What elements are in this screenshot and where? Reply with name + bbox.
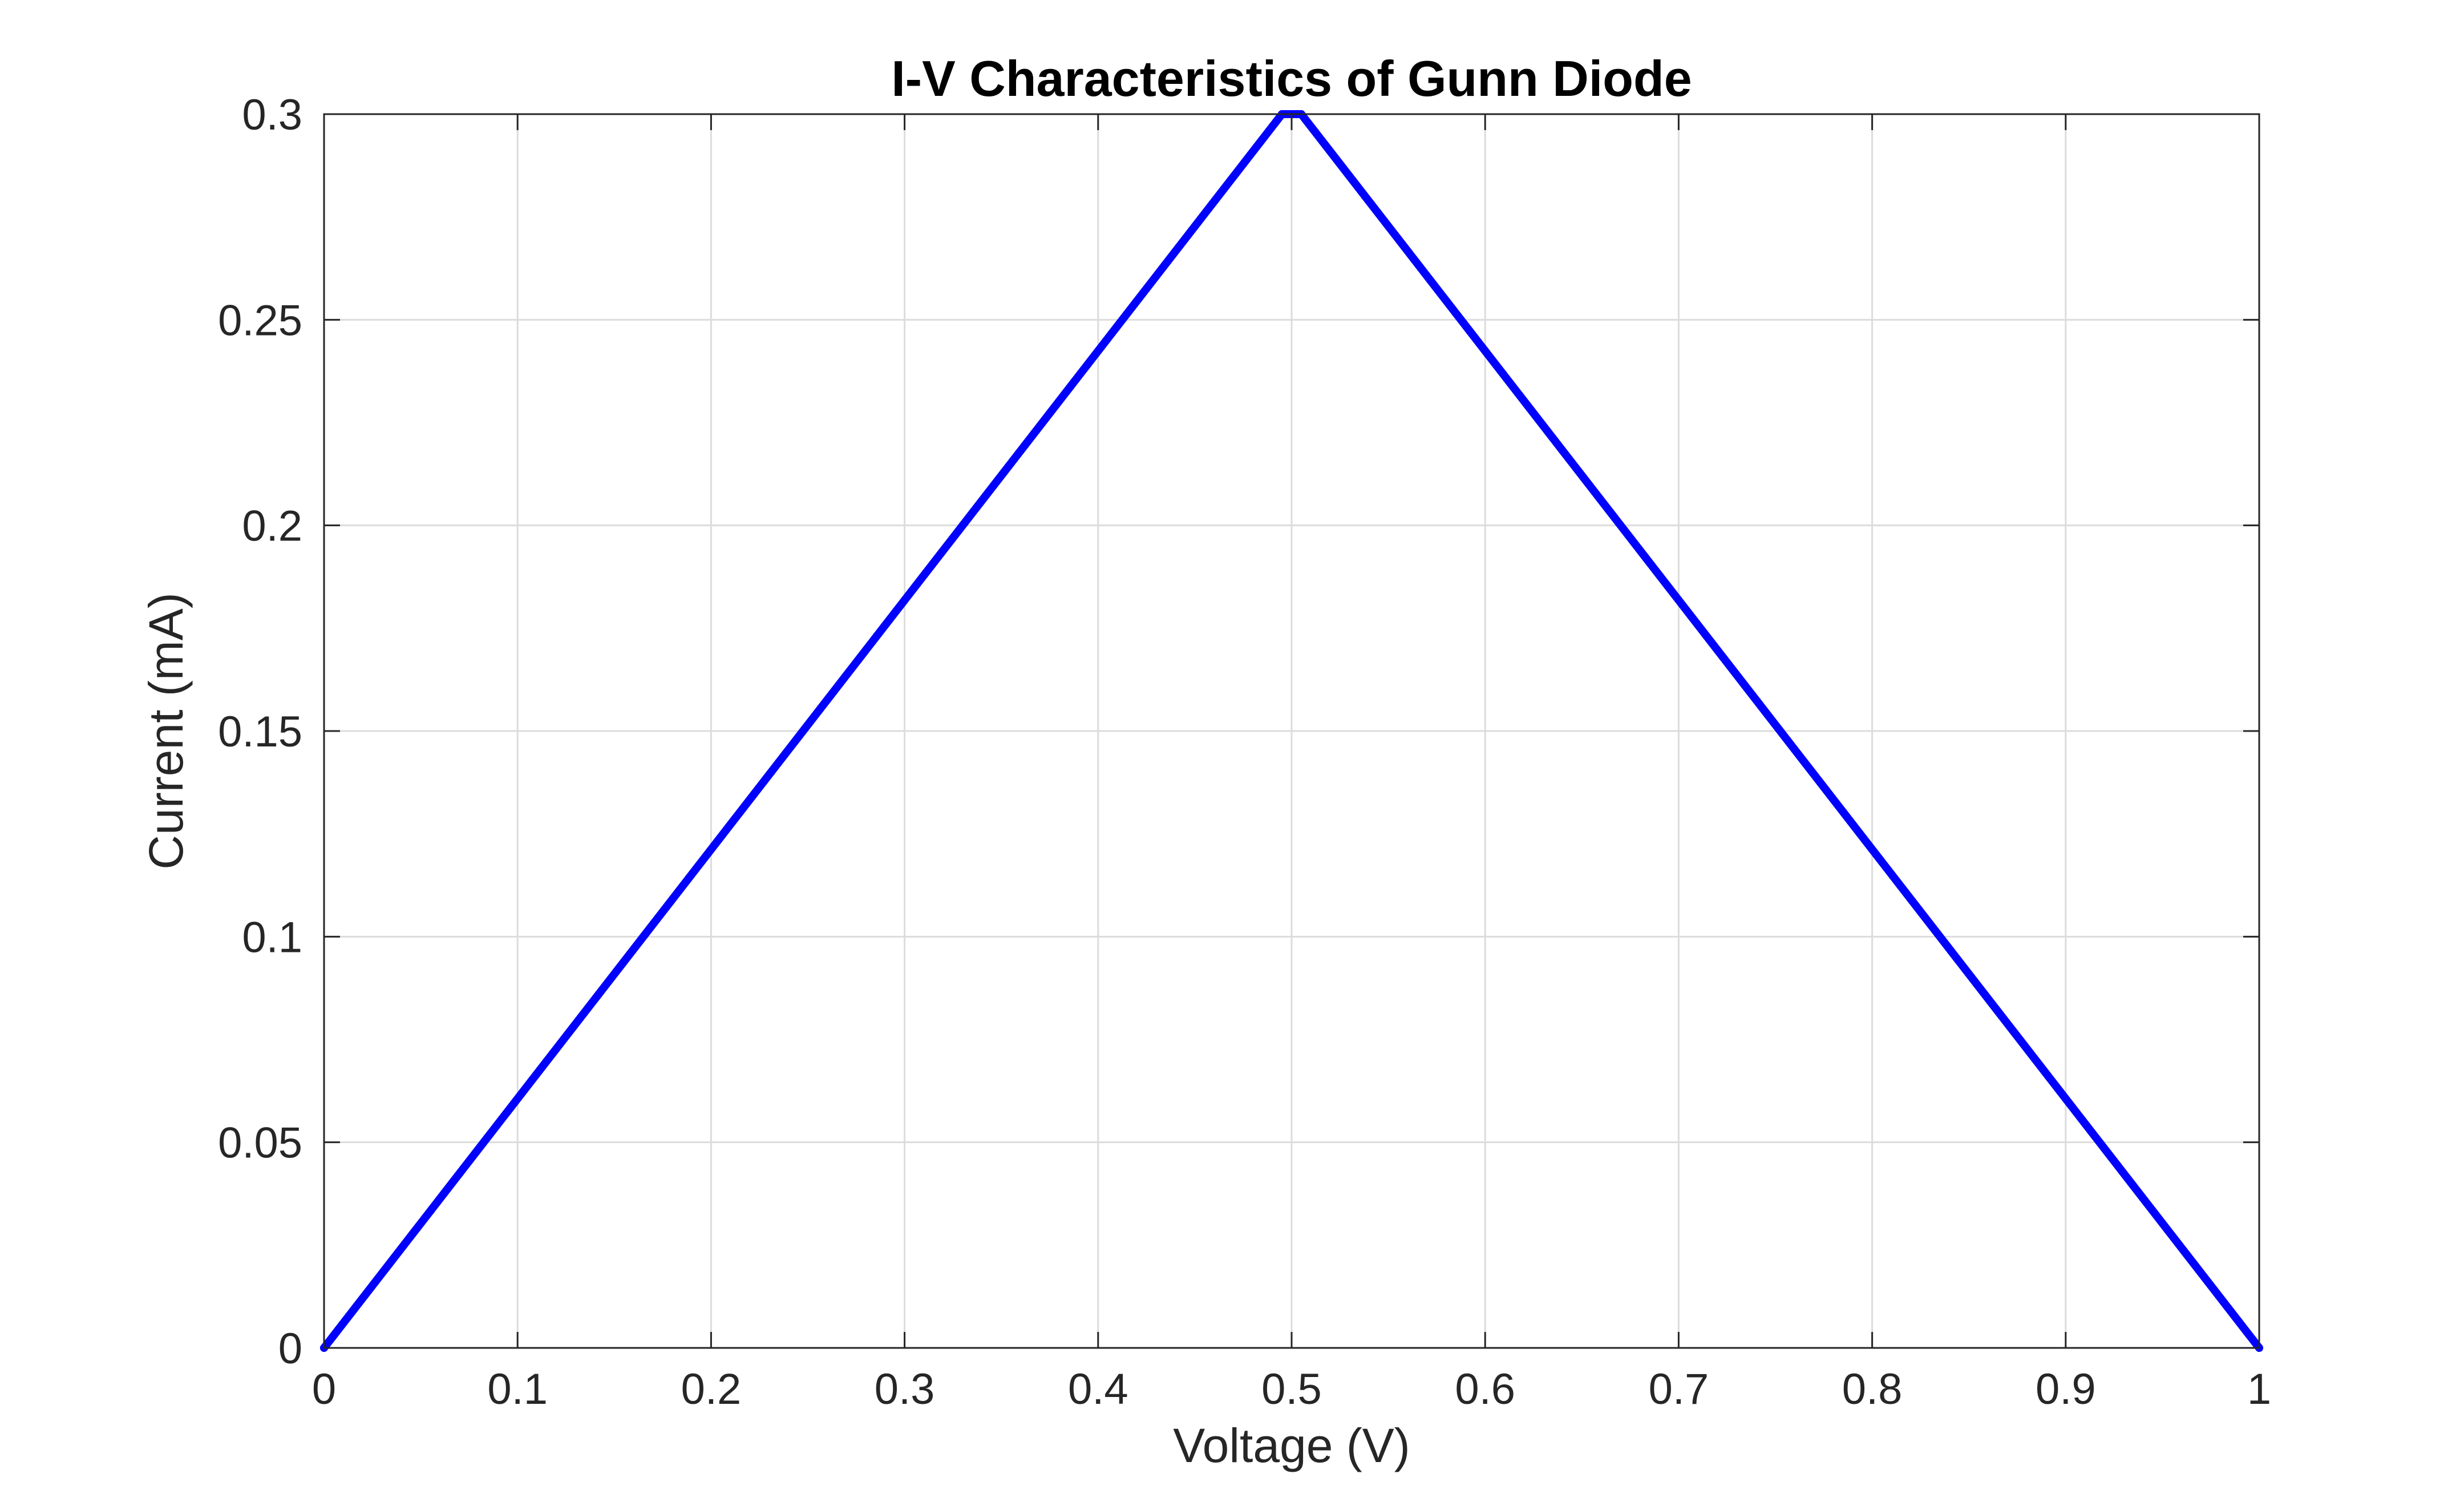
- x-tick-label: 0.4: [1068, 1365, 1128, 1414]
- x-tick-label: 0.3: [875, 1365, 935, 1414]
- x-tick-label: 0: [312, 1365, 336, 1414]
- y-tick-label: 0.1: [242, 913, 302, 962]
- x-tick-label: 0.2: [681, 1365, 742, 1414]
- x-tick-label: 0.8: [1842, 1365, 1903, 1414]
- x-tick-label: 1: [2247, 1365, 2271, 1414]
- grid-lines: [323, 113, 2260, 1349]
- x-tick-label: 0.6: [1455, 1365, 1515, 1414]
- x-tick-label: 0.5: [1261, 1365, 1322, 1414]
- x-tick-label: 0.9: [2036, 1365, 2096, 1414]
- x-axis-label: Voltage (V): [1173, 1419, 1410, 1472]
- y-tick-label: 0.05: [218, 1119, 302, 1168]
- y-tick-label: 0: [278, 1325, 302, 1373]
- x-tick-label: 0.1: [487, 1365, 548, 1414]
- y-tick-label: 0.2: [242, 502, 302, 551]
- x-tick-label: 0.7: [1649, 1365, 1709, 1414]
- y-tick-label: 0.25: [218, 296, 302, 345]
- y-axis-label: Current (mA): [139, 592, 193, 869]
- chart-title: I-V Characteristics of Gunn Diode: [891, 50, 1692, 107]
- y-tick-label: 0.3: [242, 91, 302, 139]
- axis-ticks: 0 0.1 0.2 0.3 0.4 0.5 0.6 0.7 0.8 0.9 1 0 0.05 0.1 0.1…: [218, 91, 2271, 1414]
- y-tick-label: 0.15: [218, 708, 302, 756]
